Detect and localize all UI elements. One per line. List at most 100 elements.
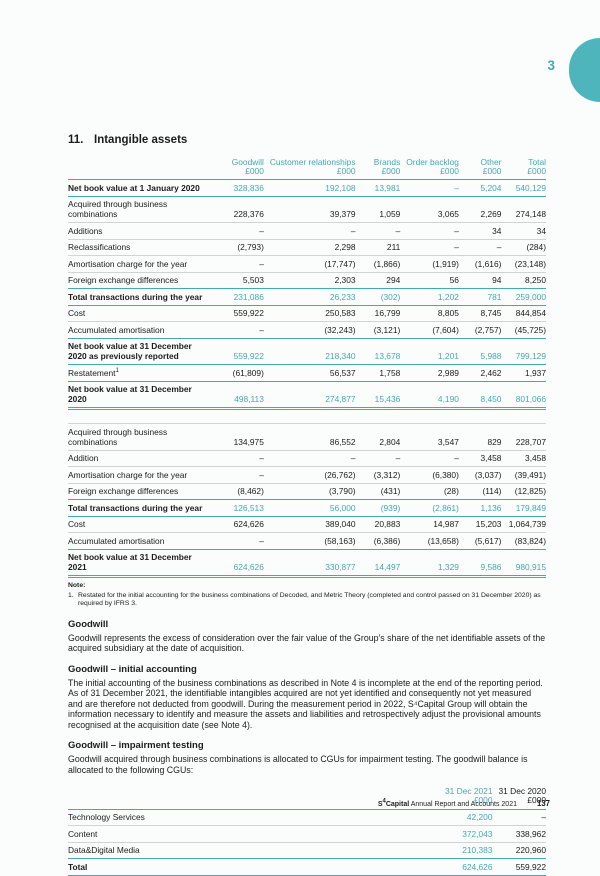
cgu-value-2020: 559,922 [492, 858, 546, 876]
cgu-table-body: Technology Services 42,200 – Content 372,043… [68, 809, 546, 876]
value-cell: 330,877 [263, 548, 356, 579]
column-header-line: Total [528, 156, 546, 167]
goodwill-body: Goodwill represents the excess of consid… [68, 632, 546, 654]
value-cell: 228,376 [204, 195, 264, 223]
value-cell: – [204, 449, 264, 467]
footer-brand: S4Capital [377, 798, 410, 808]
table-row [68, 409, 546, 424]
value-cell: 3,458 [501, 449, 546, 467]
value-cell: 14,987 [400, 515, 459, 533]
column-header: Customer relationships £000 [263, 155, 356, 181]
header-row: 31 Dec 2021 £000 31 Dec 2020 £000 [68, 784, 547, 810]
value-cell: (3,790) [263, 482, 356, 500]
cgu-label: Content [68, 825, 423, 843]
footnote-marker: 1 [115, 368, 119, 375]
header-row: Goodwill £000 Customer relationships £000 Br… [68, 155, 546, 181]
value-cell: 781 [458, 288, 502, 306]
table-row: Total transactions during the year 126,51… [68, 499, 546, 517]
value-cell: (26,762) [263, 466, 356, 484]
cgu-value-2021: 42,200 [466, 812, 493, 823]
value-cell: (8,462) [204, 482, 264, 500]
value-cell: 8,450 [458, 380, 502, 411]
row-label: Total transactions during the year [68, 288, 205, 306]
value-cell: 294 [355, 271, 401, 289]
value-cell: – [263, 222, 356, 240]
value-cell: (3,037) [458, 466, 502, 484]
value-cell: 1,064,739 [501, 515, 546, 533]
value-cell: – [204, 466, 264, 484]
row-label: Additions [68, 222, 205, 240]
value-cell: (12,825) [501, 482, 546, 500]
column-header-line: £000 [527, 795, 546, 806]
value-cell: 228,707 [501, 423, 546, 451]
value-cell: (3,312) [355, 466, 401, 484]
value-cell: (284) [501, 238, 546, 256]
column-header-line: 31 Dec 2021 [445, 786, 493, 797]
column-header-line: Goodwill [231, 156, 264, 167]
value-cell: 4,190 [400, 380, 459, 411]
page-content: 11. Intangible assets Goodwill £000 Custom… [68, 134, 546, 876]
value-cell: (1,616) [458, 255, 502, 273]
value-cell: 3,458 [458, 449, 502, 467]
value-cell: 8,745 [458, 304, 502, 322]
cgu-row: Content 372,043 338,962 [68, 825, 546, 843]
value-cell: (114) [458, 482, 502, 500]
value-cell: (13,658) [400, 532, 459, 550]
cgu-row: Data&Digital Media 210,383 220,960 [68, 841, 546, 859]
value-cell: 1,202 [400, 288, 459, 306]
row-label: Cost [68, 304, 205, 322]
value-cell: 15,436 [355, 380, 401, 411]
value-cell: (61,809) [204, 364, 264, 382]
row-label: Accumulated amortisation [68, 321, 205, 339]
value-cell: (5,617) [458, 532, 502, 550]
footer-brand-line: S4Capital Annual Report and Accounts 202… [377, 798, 517, 808]
value-cell: 2,462 [458, 364, 502, 382]
value-cell: 94 [458, 271, 502, 289]
row-label: Net book value at 31 December 2020 as pr… [68, 337, 205, 365]
note-item-text: Restated for the initial accounting for … [78, 591, 541, 608]
value-cell: 274,877 [263, 380, 356, 411]
value-cell: – [355, 222, 401, 240]
column-header-line: 31 Dec 2020 [498, 786, 547, 797]
value-cell: (1,919) [400, 255, 459, 273]
value-cell: 801,066 [501, 380, 546, 411]
value-cell: 211 [355, 238, 401, 256]
cgu-value-2020: 338,962 [492, 825, 546, 843]
value-cell: (939) [355, 499, 401, 517]
cgu-value-2021: 624,626 [422, 858, 493, 876]
spacer-cell [68, 409, 546, 424]
initial-accounting-heading: Goodwill – initial accounting [68, 663, 197, 675]
value-cell: 56,537 [263, 364, 356, 382]
value-cell: (7,604) [400, 321, 459, 339]
column-header: Other £000 [458, 155, 502, 181]
value-cell: 5,204 [458, 179, 502, 197]
value-cell: 624,626 [204, 548, 264, 579]
cgu-label: Technology Services [68, 812, 145, 823]
value-cell: 559,922 [204, 337, 264, 365]
value-cell: – [400, 449, 459, 467]
value-cell: – [263, 449, 356, 467]
value-cell: 39,379 [263, 195, 356, 223]
value-cell: 389,040 [263, 515, 356, 533]
page-number: 137 [536, 799, 550, 808]
cgu-label: Total [68, 858, 423, 876]
column-header-line: £000 [440, 166, 459, 176]
value-cell: 15,203 [458, 515, 502, 533]
value-cell: 844,854 [501, 304, 546, 322]
value-cell: 540,129 [501, 179, 546, 197]
table-row: Restatement1 (61,809) 56,537 1,758 2,989 2,46… [68, 364, 546, 382]
value-cell: 86,552 [263, 423, 356, 451]
cgu-value-2021: 210,383 [422, 841, 493, 859]
row-label: Acquired through business combinations [68, 423, 205, 451]
row-label: Net book value at 31 December 2021 [68, 548, 205, 579]
column-header: Brands £000 [355, 155, 401, 181]
value-cell: 3,065 [400, 195, 459, 223]
table-row: Additions – – – –34 34 [68, 222, 546, 240]
note-title: Note: [68, 582, 86, 590]
value-cell: 9,586 [458, 548, 502, 579]
column-header: Goodwill £000 [204, 155, 264, 181]
value-cell: 799,129 [501, 337, 546, 365]
row-label: Addition [68, 449, 205, 467]
value-cell: 8,805 [400, 304, 459, 322]
column-header-line: £000 [336, 166, 356, 176]
